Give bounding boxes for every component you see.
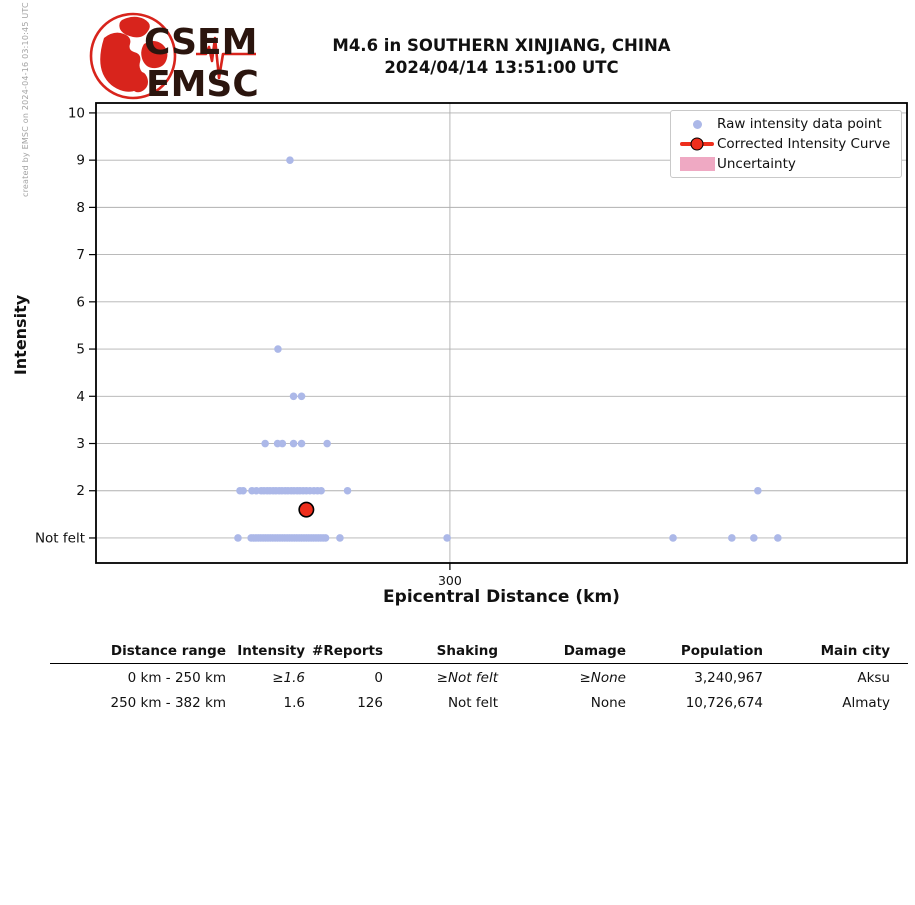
y-tick-label: 6 (76, 294, 85, 310)
raw-intensity-point (443, 534, 451, 542)
cell-shaking: Not felt (447, 694, 498, 711)
uncertainty-patch-icon (677, 157, 717, 171)
raw-intensity-point (669, 534, 677, 542)
cell-distance-range: 250 km - 382 km (110, 694, 226, 711)
raw-intensity-point (336, 534, 344, 542)
y-tick-label: 7 (76, 247, 85, 263)
cell-reports: 0 (374, 669, 383, 686)
raw-intensity-point (297, 439, 306, 448)
cell-intensity: 1.6 (283, 694, 305, 711)
legend-item-uncertainty: Uncertainty (677, 154, 895, 174)
title-line-2: 2024/04/14 13:51:00 UTC (384, 58, 619, 77)
table-row: 250 km - 382 km 1.6 126 Not felt None 10… (50, 690, 910, 715)
raw-intensity-point (261, 439, 269, 448)
y-tick-label: 4 (76, 389, 85, 405)
col-reports: #Reports (312, 642, 383, 659)
cell-main-city: Almaty (842, 694, 890, 711)
corrected-intensity-point (298, 501, 315, 518)
title-line-1: M4.6 in SOUTHERN XINJIANG, CHINA (332, 36, 671, 55)
cell-population: 10,726,674 (685, 694, 763, 711)
raw-intensity-point (323, 439, 331, 448)
x-axis-label: Epicentral Distance (km) (383, 587, 620, 607)
cell-main-city: Aksu (857, 669, 890, 686)
y-tick-label: 10 (68, 105, 85, 121)
y-tick-label: 3 (76, 436, 85, 452)
col-intensity: Intensity (237, 642, 305, 659)
col-shaking: Shaking (436, 642, 498, 659)
seismogram-icon (196, 36, 256, 80)
raw-intensity-point (343, 486, 352, 495)
cell-damage: None (590, 694, 626, 711)
cell-distance-range: 0 km - 250 km (127, 669, 226, 686)
raw-intensity-point (274, 345, 282, 353)
legend-item-corrected: Corrected Intensity Curve (677, 134, 895, 154)
legend-label-corrected: Corrected Intensity Curve (717, 136, 891, 152)
cell-damage: ≥None (579, 669, 626, 686)
globe-icon (89, 12, 177, 100)
raw-intensity-point (286, 156, 294, 164)
cell-reports: 126 (357, 694, 383, 711)
raw-intensity-point (297, 392, 306, 401)
legend-label-uncertainty: Uncertainty (717, 156, 796, 172)
col-main-city: Main city (820, 642, 890, 659)
raw-intensity-point (754, 486, 762, 495)
y-tick-label: 8 (76, 200, 85, 216)
raw-intensity-point (774, 534, 782, 542)
chart-title: M4.6 in SOUTHERN XINJIANG, CHINA 2024/04… (96, 35, 907, 79)
x-tick-label: 300 (438, 573, 462, 588)
raw-intensity-point (750, 534, 758, 542)
y-tick-label: Not felt (35, 530, 85, 546)
raw-point-icon (677, 119, 717, 129)
y-tick-label: 5 (76, 342, 85, 358)
cell-population: 3,240,967 (694, 669, 763, 686)
raw-intensity-point (278, 439, 287, 448)
table-row: 0 km - 250 km ≥1.6 0 ≥Not felt ≥None 3,2… (50, 665, 910, 690)
y-tick-label: 2 (76, 483, 85, 499)
y-tick-label: 9 (76, 153, 85, 169)
corrected-curve-icon (677, 137, 717, 151)
col-damage: Damage (563, 642, 626, 659)
raw-intensity-point (289, 392, 298, 401)
col-distance-range: Distance range (110, 642, 226, 659)
raw-intensity-point (317, 486, 325, 495)
raw-intensity-point (728, 534, 736, 542)
raw-intensity-point (234, 534, 242, 542)
table-header-row: Distance range Intensity #Reports Shakin… (50, 639, 910, 662)
logo-csem-text: CSEM (144, 22, 257, 63)
header-divider (50, 663, 908, 664)
raw-intensity-point (239, 486, 247, 495)
col-population: Population (680, 642, 763, 659)
legend: Raw intensity data point Corrected Inten… (670, 110, 902, 178)
logo-emsc-text: EMSC (146, 64, 259, 102)
legend-label-raw: Raw intensity data point (717, 116, 882, 132)
raw-intensity-point (289, 439, 298, 448)
y-axis-label: Intensity (11, 294, 30, 376)
cell-intensity: ≥1.6 (272, 669, 305, 686)
raw-intensity-point (321, 534, 330, 542)
emsc-csem-logo: CSEM EMSC (89, 12, 259, 102)
summary-table: Distance range Intensity #Reports Shakin… (50, 639, 910, 715)
cell-shaking: ≥Not felt (436, 669, 498, 686)
legend-item-raw: Raw intensity data point (677, 114, 895, 134)
